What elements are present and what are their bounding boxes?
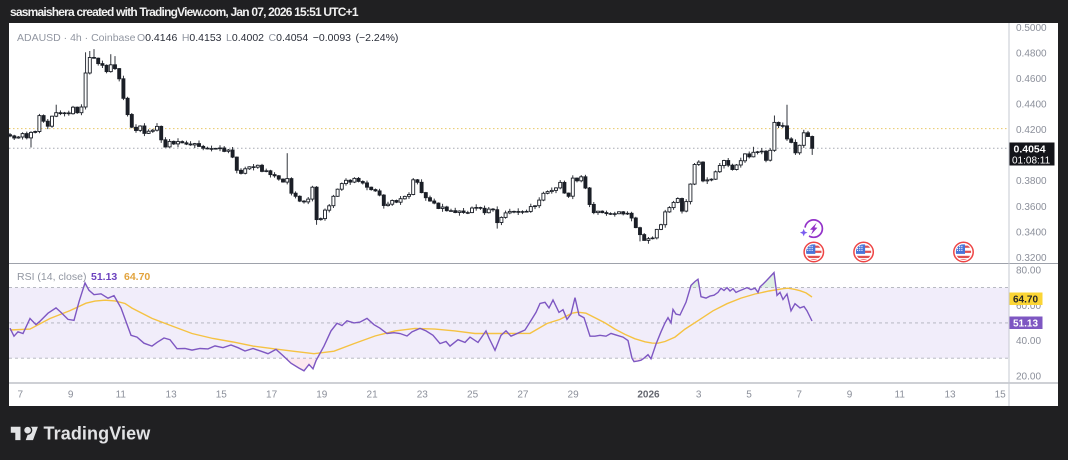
svg-text:40.00: 40.00	[1016, 336, 1041, 347]
svg-text:15: 15	[216, 390, 228, 401]
svg-text:0.4400: 0.4400	[1016, 100, 1047, 111]
svg-text:3: 3	[696, 390, 702, 401]
svg-text:7: 7	[796, 390, 802, 401]
svg-text:0.4600: 0.4600	[1016, 74, 1047, 85]
svg-text:0.4054: 0.4054	[1014, 144, 1046, 156]
svg-text:9: 9	[847, 390, 853, 401]
svg-text:7: 7	[18, 390, 24, 401]
svg-text:15: 15	[995, 390, 1007, 401]
svg-text:0.5000: 0.5000	[1016, 23, 1047, 34]
svg-text:9: 9	[68, 390, 74, 401]
svg-text:27: 27	[517, 390, 529, 401]
svg-text:29: 29	[568, 390, 580, 401]
svg-text:01:08:11: 01:08:11	[1012, 156, 1051, 167]
svg-text:60.00: 60.00	[1016, 301, 1041, 312]
svg-text:11: 11	[895, 390, 906, 401]
svg-text:5: 5	[746, 390, 752, 401]
svg-text:RSI (14, close): RSI (14, close)	[17, 271, 86, 283]
svg-text:0.3400: 0.3400	[1016, 227, 1047, 238]
svg-text:51.13: 51.13	[91, 271, 117, 283]
svg-text:2026: 2026	[637, 390, 660, 401]
svg-text:25: 25	[467, 390, 479, 401]
svg-text:51.13: 51.13	[1013, 319, 1038, 330]
svg-text:19: 19	[316, 390, 328, 401]
svg-text:0.3800: 0.3800	[1016, 176, 1047, 187]
svg-text:64.70: 64.70	[1013, 295, 1038, 306]
svg-text:23: 23	[417, 390, 429, 401]
svg-text:sasmaishera created with Tradi: sasmaishera created with TradingView.com…	[10, 5, 359, 19]
svg-text:0.3600: 0.3600	[1016, 202, 1047, 213]
svg-text:0.4800: 0.4800	[1016, 49, 1047, 60]
svg-text:0.4200: 0.4200	[1016, 125, 1047, 136]
svg-text:80.00: 80.00	[1016, 266, 1041, 277]
svg-text:TradingView: TradingView	[44, 424, 152, 444]
svg-text:64.70: 64.70	[124, 271, 150, 283]
svg-text:O0.4146 H0.4153 L0.4002 C0.: O0.4146 H0.4153 L0.4002 C0.4054 −0.0093 …	[137, 32, 398, 44]
svg-text:0.3200: 0.3200	[1016, 253, 1047, 264]
svg-text:21: 21	[367, 390, 379, 401]
svg-text:11: 11	[116, 390, 127, 401]
svg-text:20.00: 20.00	[1016, 371, 1041, 382]
svg-text:13: 13	[166, 390, 178, 401]
svg-text:17: 17	[266, 390, 278, 401]
svg-text:13: 13	[944, 390, 956, 401]
svg-text:ADAUSD · 4h · Coinbase: ADAUSD · 4h · Coinbase	[17, 32, 136, 44]
